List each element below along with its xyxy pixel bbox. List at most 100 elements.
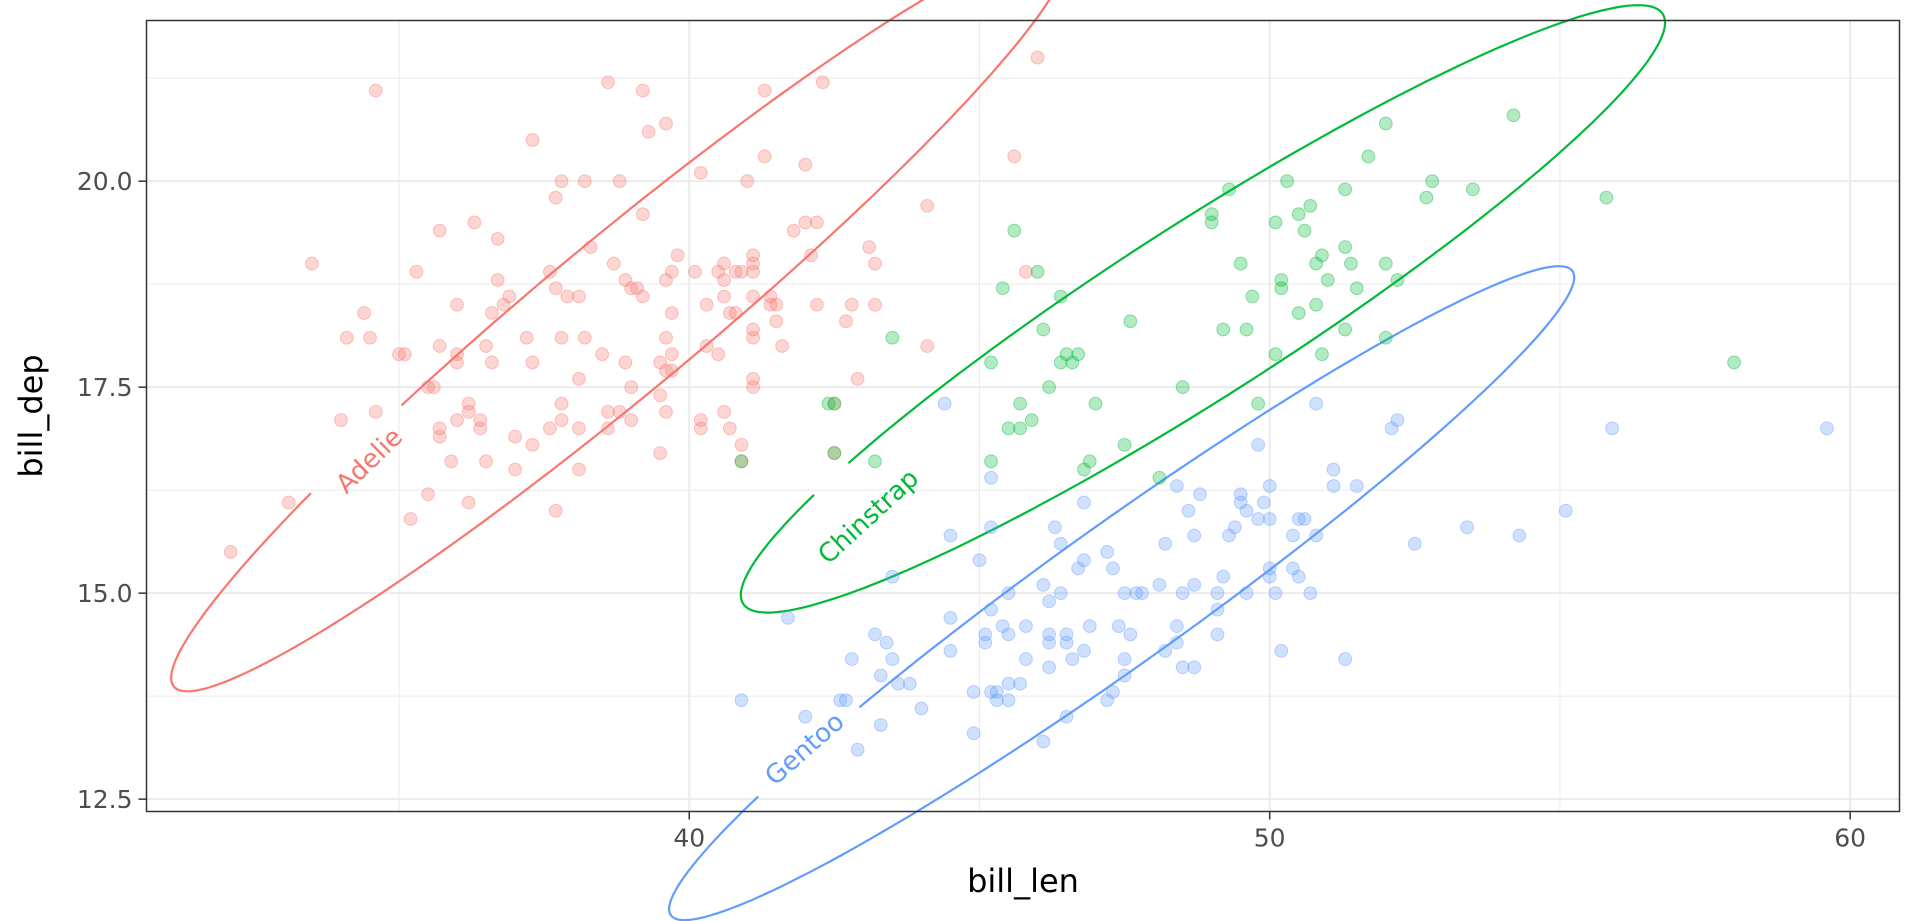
adelie-point — [368, 83, 383, 98]
axes: 40 50 60 12.5 15.0 17.5 20.0 — [77, 167, 1866, 852]
gentoo-point — [1262, 569, 1277, 584]
chinstrap-point — [1024, 413, 1039, 428]
chinstrap-point — [1419, 190, 1434, 205]
adelie-point — [734, 454, 749, 469]
gentoo-point — [1158, 536, 1173, 551]
adelie-point — [554, 330, 569, 345]
gentoo-point — [734, 693, 749, 708]
gentoo-point — [1036, 734, 1051, 749]
gentoo-point — [1129, 586, 1144, 601]
gentoo-point — [1181, 503, 1196, 518]
adelie-point — [490, 231, 505, 246]
gentoo-point — [1303, 586, 1318, 601]
adelie-point — [421, 380, 435, 395]
gentoo-point — [833, 693, 848, 708]
chinstrap-point — [1727, 355, 1741, 370]
gentoo-point — [914, 701, 929, 716]
adelie-point — [746, 322, 760, 337]
chinstrap-point — [1123, 314, 1138, 329]
gentoo-point — [1291, 512, 1306, 526]
adelie-point — [670, 248, 685, 263]
adelie-point — [525, 437, 540, 452]
panel-border — [145, 19, 1901, 813]
adelie-point — [357, 306, 372, 320]
gentoo-point — [1036, 578, 1051, 592]
gentoo-point — [1048, 520, 1062, 535]
adelie-point — [659, 404, 673, 419]
adelie-point — [601, 404, 615, 419]
confidence-ellipses — [169, 0, 1667, 921]
adelie-point — [850, 372, 865, 386]
adelie-point — [612, 404, 627, 419]
adelie-point — [560, 289, 575, 304]
adelie-point — [624, 380, 639, 395]
gentoo-point — [1187, 660, 1202, 675]
gentoo-point — [1222, 528, 1236, 543]
gentoo-ellipse — [667, 265, 1576, 921]
chinstrap-point — [1245, 289, 1260, 304]
adelie-point — [467, 215, 482, 230]
chinstrap-point — [821, 396, 836, 411]
adelie-point — [450, 413, 464, 428]
chinstrap-point — [1297, 223, 1312, 238]
gentoo-point — [781, 610, 795, 625]
gentoo-point — [1291, 569, 1306, 584]
gentoo-point — [873, 718, 888, 732]
gentoo-point — [1227, 520, 1242, 535]
adelie-point — [1030, 50, 1045, 65]
adelie-point — [653, 355, 668, 370]
adelie-point — [392, 347, 406, 362]
chinstrap-point — [1506, 108, 1521, 123]
gentoo-point — [1239, 586, 1254, 601]
chinstrap-point — [1274, 273, 1289, 287]
adelie-point — [479, 454, 493, 469]
gentoo-point — [1326, 479, 1341, 493]
gentoo-point — [1077, 643, 1091, 658]
gentoo-point — [966, 685, 981, 699]
adelie-point — [409, 264, 424, 279]
adelie-point — [548, 503, 563, 518]
chinstrap-point — [1361, 149, 1376, 164]
chinstrap-point — [885, 330, 900, 345]
chinstrap-point — [1315, 248, 1329, 263]
adelie-point — [525, 133, 540, 147]
y-tick-label: 17.5 — [77, 373, 133, 402]
adelie-point — [461, 404, 476, 419]
y-tick-label: 15.0 — [77, 579, 133, 608]
adelie-point — [432, 421, 447, 436]
gentoo-point — [1077, 495, 1091, 510]
adelie-point — [659, 273, 673, 287]
gentoo-point — [1042, 594, 1057, 609]
adelie-point — [223, 545, 238, 559]
chinstrap-point — [1152, 470, 1167, 485]
chinstrap-point — [1315, 347, 1329, 362]
gentoo-point — [1297, 512, 1312, 526]
adelie-point — [508, 462, 522, 477]
gentoo-point — [1001, 586, 1016, 601]
chinstrap-point — [1071, 347, 1086, 362]
adelie-point — [763, 297, 778, 312]
gentoo-point — [1169, 479, 1184, 493]
gentoo-point — [1216, 569, 1231, 584]
adelie-point — [693, 413, 708, 428]
chinstrap-point — [1291, 207, 1306, 222]
adelie-point — [426, 380, 441, 395]
adelie-point — [699, 297, 714, 312]
adelie-point — [763, 289, 778, 304]
adelie-point — [722, 421, 737, 436]
chinstrap-point — [1251, 396, 1265, 411]
gentoo-point — [1123, 627, 1138, 642]
chinstrap-point — [1233, 256, 1248, 271]
gentoo-point — [937, 396, 952, 411]
adelie-point — [798, 215, 813, 230]
adelie-point — [659, 330, 673, 345]
gentoo-point — [1820, 421, 1834, 436]
adelie-point — [572, 421, 586, 436]
adelie-point — [664, 347, 679, 362]
adelie-point — [711, 264, 726, 279]
gentoo-point — [1100, 545, 1115, 559]
adelie-point — [868, 297, 882, 312]
gentoo-point — [989, 685, 1004, 699]
gentoo-point — [1042, 635, 1057, 650]
adelie-point — [635, 207, 650, 222]
